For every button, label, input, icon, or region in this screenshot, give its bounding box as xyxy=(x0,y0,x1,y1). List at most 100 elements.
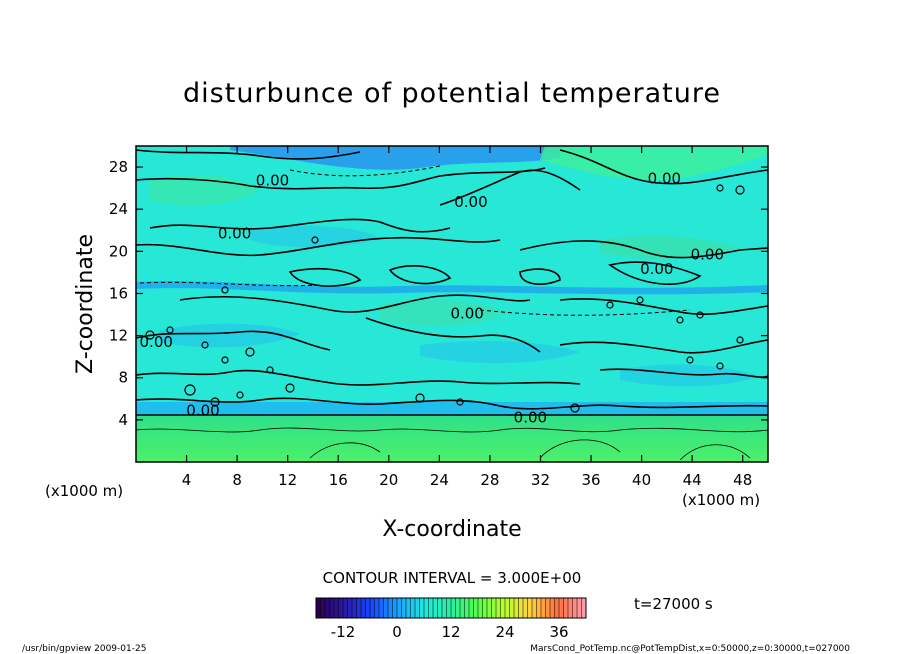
colorbar-cell xyxy=(329,598,335,618)
x-tick-label: 28 xyxy=(480,471,499,489)
colorbar xyxy=(315,597,587,619)
footer-right: MarsCond_PotTemp.nc@PotTempDist,x=0:5000… xyxy=(530,644,850,654)
y-axis-label: Z-coordinate xyxy=(73,234,98,374)
colorbar-cell xyxy=(320,598,326,618)
colorbar-cell xyxy=(415,598,420,618)
colorbar-cell xyxy=(338,598,344,618)
x-tick-label: 44 xyxy=(683,471,702,489)
colorbar-cell xyxy=(428,598,434,618)
contour-label: 0.00 xyxy=(454,193,487,211)
colorbar-cell xyxy=(460,598,465,618)
y-tick-label: 8 xyxy=(118,369,128,387)
colorbar-tick-label: 24 xyxy=(495,623,514,641)
colorbar-cell xyxy=(397,598,402,618)
contour-label: 0.00 xyxy=(218,224,251,242)
footer-left: /usr/bin/gpview 2009-01-25 xyxy=(22,644,146,654)
colorbar-tick-label: 36 xyxy=(549,623,568,641)
colorbar-cell xyxy=(568,598,573,618)
colorbar-cell xyxy=(410,598,416,618)
contour-label: 0.00 xyxy=(691,245,724,263)
colorbar-cell xyxy=(379,598,384,618)
small-contours xyxy=(145,184,745,413)
colorbar-cell xyxy=(347,598,353,618)
chart-title: disturbunce of potential temperature xyxy=(183,78,721,109)
x-axis-label: X-coordinate xyxy=(382,517,521,542)
colorbar-cell xyxy=(356,598,362,618)
colorbar-cell xyxy=(581,598,587,618)
colorbar-cell xyxy=(442,598,447,618)
y-tick-label: 28 xyxy=(109,158,128,176)
patch xyxy=(620,364,760,387)
colorbar-cell xyxy=(401,598,407,618)
colorbar-cell xyxy=(374,598,380,618)
contour-label: 0.00 xyxy=(186,401,219,419)
colorbar-cell xyxy=(491,598,497,618)
contour-label: 0.00 xyxy=(140,333,173,351)
colorbar-cell xyxy=(365,598,371,618)
colorbar-cell xyxy=(550,598,555,618)
plot-area: 0.000.000.000.000.000.000.000.000.00 0.00… xyxy=(109,145,769,489)
negative-contours xyxy=(139,165,691,316)
band-top xyxy=(230,146,560,170)
colorbar-cell xyxy=(532,598,537,618)
colorbar-cell xyxy=(473,598,479,618)
colorbar-cell xyxy=(343,598,348,618)
colorbar-cell xyxy=(406,598,411,618)
x-tick-label: 16 xyxy=(329,471,348,489)
x-unit-left: (x1000 m) xyxy=(45,482,123,500)
x-tick-label: 20 xyxy=(379,471,398,489)
x-tick-label: 32 xyxy=(531,471,550,489)
contour-labels: 0.00 0.00 0.00 0.00 0.00 0.00 0.00 0.00 0.00 0.00 xyxy=(140,170,725,427)
boundary-band xyxy=(136,402,768,415)
patch xyxy=(160,323,300,348)
colorbar-cell xyxy=(577,598,582,618)
patch xyxy=(540,146,768,180)
colorbar-cell xyxy=(424,598,429,618)
colorbar-cell xyxy=(545,598,551,618)
colorbar-tick-label: -12 xyxy=(331,623,356,641)
lower-layer xyxy=(136,415,768,462)
colorbar-cell xyxy=(505,598,510,618)
colorbar-cell xyxy=(487,598,492,618)
contour-label: 0.00 xyxy=(648,170,681,188)
colorbar-cell xyxy=(334,598,339,618)
colorbar-cell xyxy=(392,598,398,618)
colorbar-cell xyxy=(388,598,393,618)
x-unit-right: (x1000 m) xyxy=(682,491,760,509)
colorbar-tick-label: 12 xyxy=(441,623,460,641)
colorbar-cell xyxy=(559,598,564,618)
contour-interval: CONTOUR INTERVAL = 3.000E+00 xyxy=(323,569,582,587)
colorbar-cell xyxy=(464,598,470,618)
y-ticks: 4 8 12 16 20 24 28 xyxy=(109,158,768,429)
colorbar-cell xyxy=(482,598,488,618)
contour-lines xyxy=(136,149,768,461)
contour-label: 0.00 xyxy=(640,260,673,278)
colorbar-frame xyxy=(315,597,587,619)
x-tick-label: 4 xyxy=(182,471,192,489)
contour-label: 0.00 xyxy=(450,304,483,322)
colorbar-cell xyxy=(536,598,542,618)
y-tick-label: 20 xyxy=(109,242,128,260)
x-tick-label: 8 xyxy=(232,471,242,489)
x-tick-label: 24 xyxy=(430,471,449,489)
band-z16 xyxy=(136,281,768,295)
colorbar-cell xyxy=(451,598,456,618)
colorbar-cell xyxy=(478,598,483,618)
colorbar-cell xyxy=(541,598,546,618)
plot-frame xyxy=(135,145,769,463)
y-tick-label: 4 xyxy=(118,411,128,429)
colorbar-cell xyxy=(509,598,515,618)
y-tick-label: 24 xyxy=(109,200,128,218)
x-tick-label: 48 xyxy=(733,471,752,489)
x-tick-label: 36 xyxy=(581,471,600,489)
colorbar-cell xyxy=(496,598,501,618)
colorbar-cell xyxy=(527,598,533,618)
colorbar-cell xyxy=(572,598,578,618)
colorbar-ticks: -12 0 12 24 36 xyxy=(331,623,569,641)
colorbar-cell xyxy=(514,598,519,618)
patch xyxy=(420,340,580,364)
colorbar-cell xyxy=(370,598,375,618)
colorbar-cell xyxy=(361,598,366,618)
colorbar-cell xyxy=(433,598,438,618)
